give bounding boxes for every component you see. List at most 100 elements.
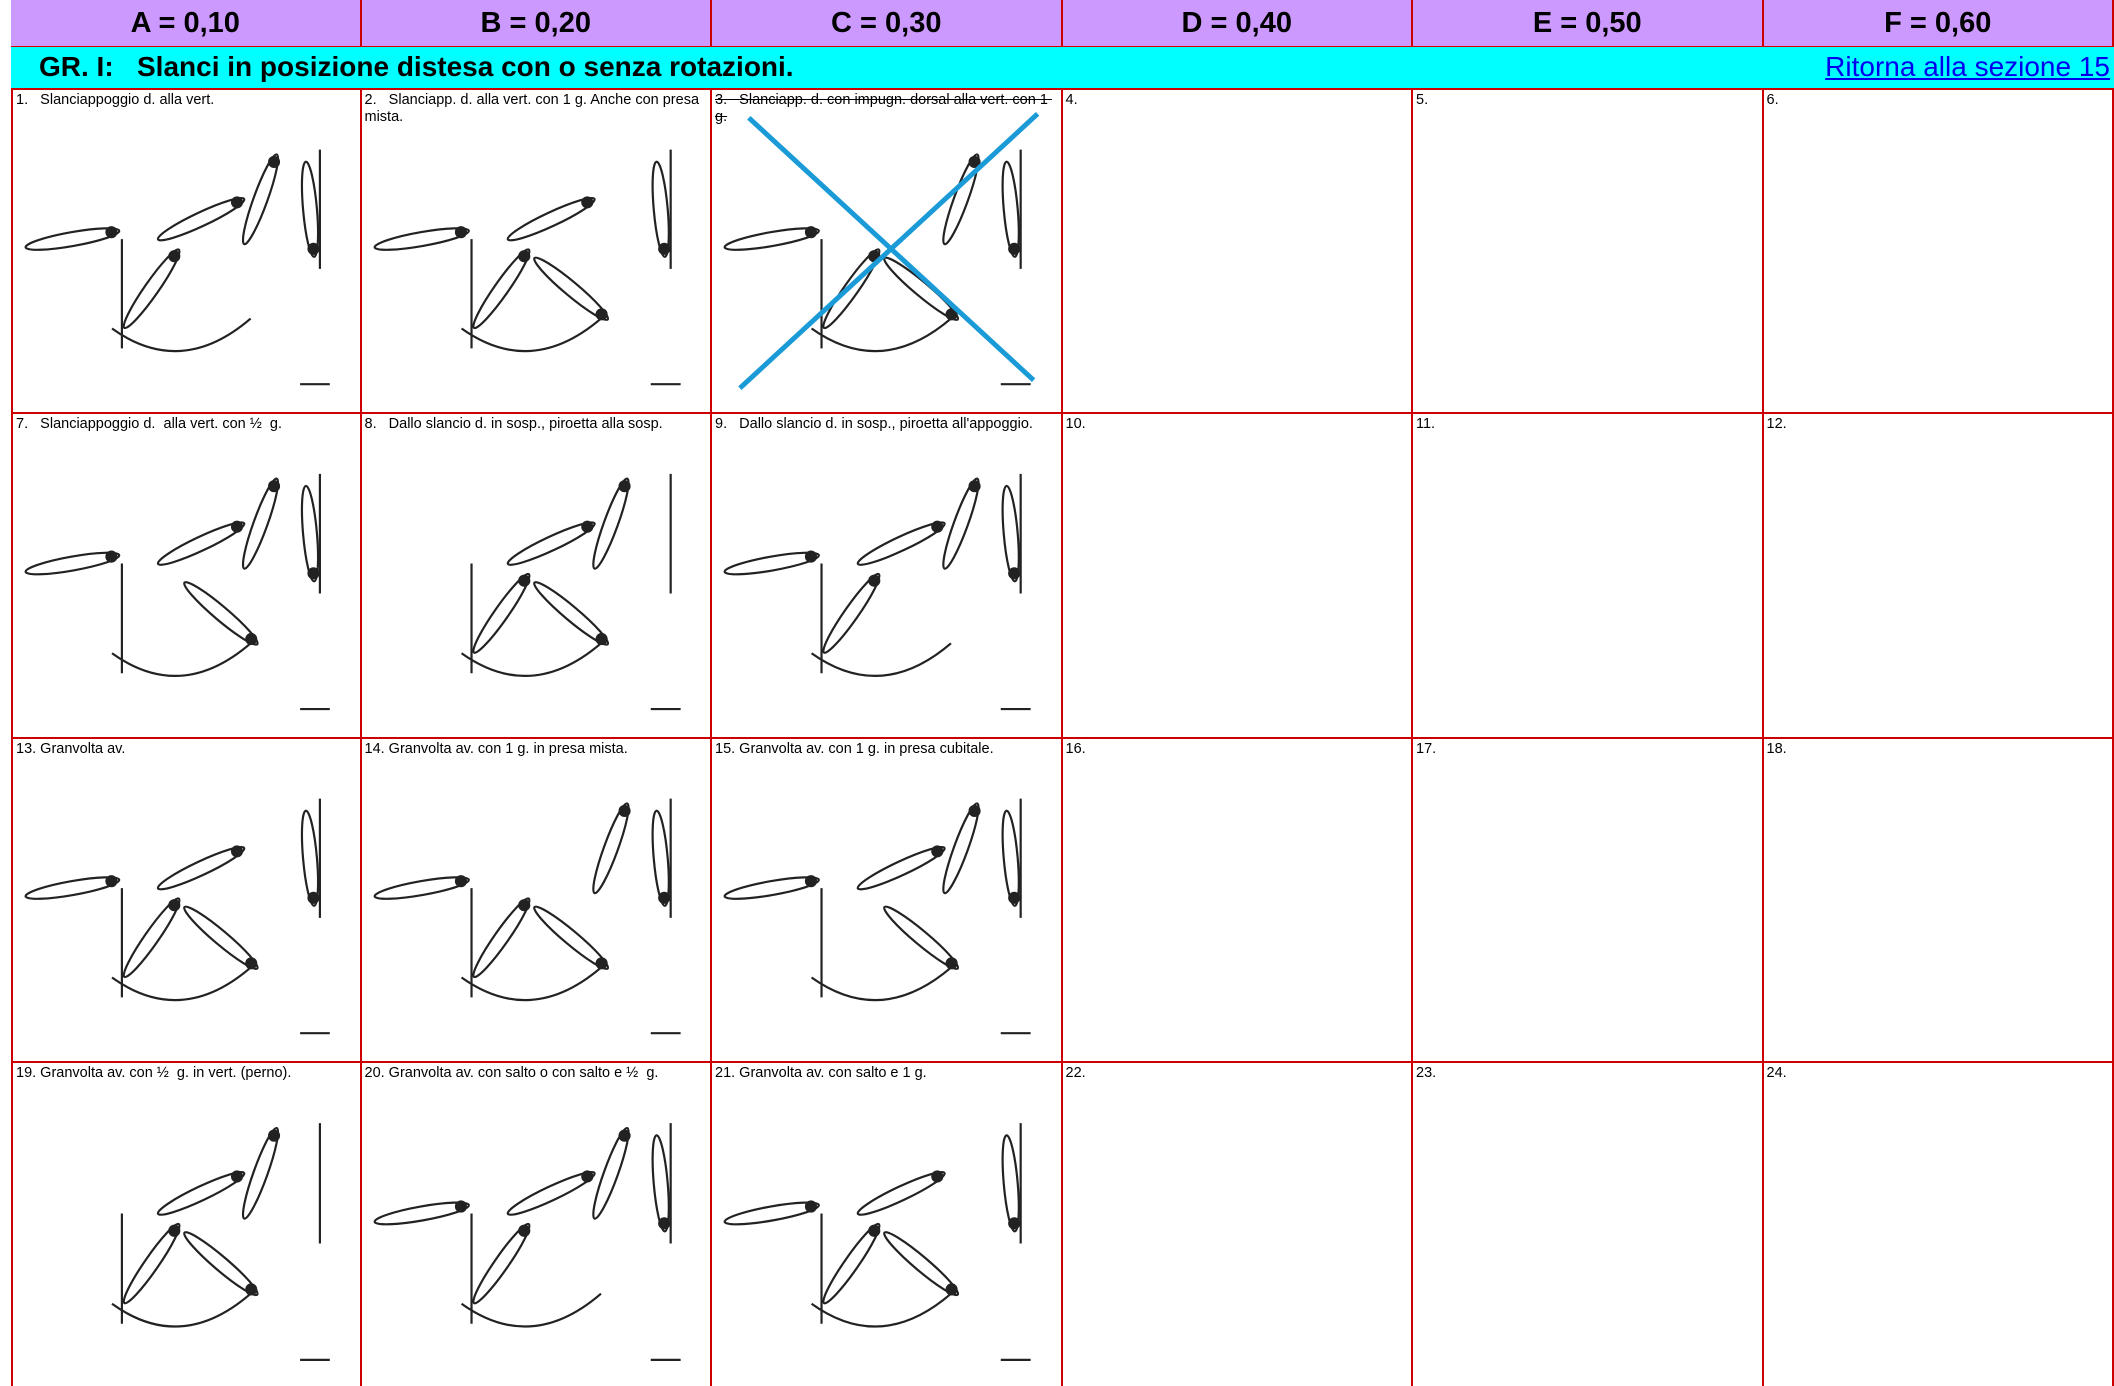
- sketch-stroke: [122, 248, 181, 330]
- table-cell: 6.: [1763, 90, 2114, 414]
- sketch-stroke: [1001, 484, 1020, 583]
- sketch-stroke: [183, 1231, 259, 1297]
- sketch-stroke: [945, 957, 958, 970]
- sketch-stroke: [968, 480, 981, 493]
- table-cell: 10.: [1062, 414, 1413, 739]
- sketch-stroke: [517, 250, 530, 263]
- cell-text: 12.: [1766, 416, 1787, 432]
- sketch-stroke: [460, 966, 602, 1002]
- section-link[interactable]: Ritorna alla sezione 15: [1825, 51, 2110, 82]
- sketch-stroke: [230, 196, 244, 209]
- sketch-stroke: [580, 520, 593, 533]
- sketch-stroke: [617, 804, 631, 818]
- table-cell: 9. Dallo slancio d. in sosp., piroetta a…: [712, 414, 1063, 739]
- sketch-stroke: [460, 1292, 602, 1328]
- table-cell: 14. Granvolta av. con 1 g. in presa mist…: [361, 739, 712, 1063]
- sketch-stroke: [945, 308, 958, 321]
- sketch-stroke: [168, 899, 181, 912]
- sketch-stroke: [723, 1201, 820, 1226]
- sketch-stroke: [868, 1224, 881, 1237]
- cell-text: 9. Dallo slancio d. in sosp., piroetta a…: [715, 416, 1033, 432]
- sketch-stroke: [471, 1222, 530, 1305]
- sketch-stroke: [883, 1231, 960, 1297]
- sketch-stroke: [300, 484, 320, 583]
- sketch-stroke: [241, 477, 280, 570]
- sketch-stroke: [532, 581, 609, 646]
- sketch-stroke: [856, 1170, 946, 1216]
- cell-text: 20. Granvolta av. con salto o con salto …: [364, 1065, 659, 1081]
- sketch-stroke: [1001, 1134, 1020, 1233]
- drawing: [373, 149, 681, 386]
- table-cell: 20. Granvolta av. con salto o con salto …: [362, 1063, 712, 1386]
- sketch-stroke: [810, 317, 952, 353]
- column-header: A = 0,10: [11, 0, 362, 47]
- sketch-stroke: [945, 1283, 958, 1296]
- table-cell: 15. Granvolta av. con 1 g. in presa cubi…: [712, 739, 1063, 1063]
- sketch-stroke: [617, 1129, 631, 1142]
- sketch-stroke: [942, 153, 980, 246]
- sketch-stroke: [268, 1129, 281, 1142]
- sketch-stroke: [532, 256, 609, 321]
- sketch-stroke: [968, 155, 981, 169]
- sketch-stroke: [1008, 891, 1021, 904]
- sketch-stroke: [591, 477, 630, 570]
- cell-text: 8. Dallo slancio d. in sosp., piroetta a…: [364, 416, 663, 432]
- sketch-stroke: [517, 1224, 530, 1237]
- sketch-stroke: [111, 1292, 252, 1328]
- sketch-stroke: [804, 226, 818, 239]
- cell-text: 10.: [1065, 416, 1086, 432]
- sketch-stroke: [245, 632, 258, 646]
- sketch-stroke: [822, 1222, 881, 1305]
- cell-text: 13. Granvolta av.: [16, 741, 126, 757]
- table-cell: 18.: [1763, 739, 2114, 1063]
- table-cell: 21. Granvolta av. con salto e 1 g.: [712, 1063, 1063, 1386]
- cell-text: 19. Granvolta av. con ½ g. in vert. (per…: [16, 1065, 292, 1081]
- sketch-stroke: [105, 550, 118, 563]
- group-title: GR. I: Slanci in posizione distesa con o…: [39, 51, 794, 82]
- group-row: GR. I: Slanci in posizione distesa con o…: [11, 47, 2114, 90]
- cell-text: 16.: [1065, 741, 1086, 757]
- sketch-stroke: [931, 845, 944, 858]
- sketch-stroke: [241, 153, 280, 246]
- sketch-stroke: [1008, 1217, 1021, 1230]
- sketch-stroke: [810, 1292, 952, 1328]
- sketch-stroke: [471, 248, 530, 330]
- sketch-stroke: [307, 567, 320, 580]
- sketch-stroke: [300, 160, 320, 258]
- sketch-stroke: [105, 226, 118, 239]
- cell-text: 1. Slanciappoggio d. alla vert.: [16, 92, 215, 108]
- sketch-stroke: [373, 1201, 470, 1226]
- sketch-stroke: [454, 1200, 467, 1213]
- sketch-stroke: [373, 876, 470, 900]
- sketch-stroke: [517, 899, 530, 912]
- drawing: [24, 149, 330, 386]
- sketch-stroke: [460, 642, 602, 678]
- table-cell: 22.: [1063, 1063, 1413, 1386]
- sketch-stroke: [307, 242, 320, 255]
- sketch-stroke: [122, 897, 181, 979]
- drawing: [373, 798, 681, 1035]
- sketch-stroke: [111, 966, 252, 1002]
- sketch-stroke: [651, 1134, 670, 1233]
- sketch-stroke: [723, 876, 820, 900]
- sketch-stroke: [245, 1283, 258, 1296]
- drawing: [723, 112, 1040, 390]
- sketch-stroke: [24, 876, 121, 900]
- cell-text: 3. Slanciapp. d. con impugn. dorsal alla…: [715, 92, 1052, 125]
- cell-text: 18.: [1766, 741, 1787, 757]
- sketch-stroke: [105, 875, 118, 888]
- sketch-stroke: [931, 1170, 944, 1183]
- sketch-stroke: [156, 521, 246, 566]
- sketch-stroke: [230, 845, 244, 858]
- sketch-stroke: [617, 480, 631, 493]
- table-cell: 12.: [1763, 414, 2114, 739]
- sketch-stroke: [460, 317, 602, 353]
- cell-text: 11.: [1416, 416, 1436, 432]
- sketch-stroke: [471, 572, 530, 654]
- sketch-stroke: [183, 905, 259, 970]
- sketch-stroke: [804, 1200, 818, 1213]
- sketch-stroke: [580, 196, 593, 209]
- sketch-stroke: [122, 1222, 181, 1305]
- sketch-stroke: [156, 196, 246, 242]
- table-cell: 5.: [1413, 90, 1764, 414]
